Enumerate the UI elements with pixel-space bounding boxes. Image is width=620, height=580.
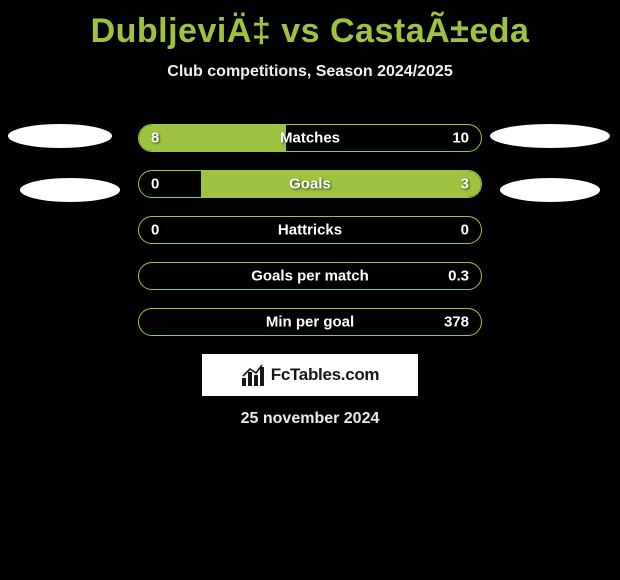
stat-right-value: 0 bbox=[461, 222, 469, 239]
avatar-placeholder bbox=[490, 124, 610, 148]
stat-left-value: 8 bbox=[151, 130, 159, 147]
page-subtitle: Club competitions, Season 2024/2025 bbox=[0, 63, 620, 81]
stat-row: Matches 8 10 bbox=[138, 124, 482, 152]
stat-label: Min per goal bbox=[266, 314, 354, 331]
stat-fill-left bbox=[139, 125, 286, 151]
stat-left-value: 0 bbox=[151, 222, 159, 239]
stat-right-value: 378 bbox=[444, 314, 469, 331]
stat-right-value: 0.3 bbox=[448, 268, 469, 285]
stat-right-value: 10 bbox=[452, 130, 469, 147]
comparison-chart: Matches 8 10 Goals 0 3 Hattricks 0 0 Goals per ma… bbox=[138, 124, 482, 354]
stat-fill-right bbox=[201, 171, 481, 197]
avatar-placeholder bbox=[8, 124, 112, 148]
avatar-placeholder bbox=[500, 178, 600, 202]
stat-label: Matches bbox=[280, 130, 340, 147]
stat-right-value: 3 bbox=[461, 176, 469, 193]
stat-label: Goals bbox=[289, 176, 331, 193]
stat-row: Hattricks 0 0 bbox=[138, 216, 482, 244]
stat-left-value: 0 bbox=[151, 176, 159, 193]
stat-label: Goals per match bbox=[251, 268, 369, 285]
stat-row: Goals per match 0.3 bbox=[138, 262, 482, 290]
bar-chart-icon bbox=[241, 364, 267, 386]
footer-date: 25 november 2024 bbox=[0, 410, 620, 428]
fctables-logo: FcTables.com bbox=[202, 354, 418, 396]
stat-label: Hattricks bbox=[278, 222, 342, 239]
stat-row: Goals 0 3 bbox=[138, 170, 482, 198]
avatar-placeholder bbox=[20, 178, 120, 202]
page-title: DubljeviÄ‡ vs CastaÃ±eda bbox=[0, 0, 620, 51]
logo-text: FcTables.com bbox=[271, 365, 380, 385]
stat-row: Min per goal 378 bbox=[138, 308, 482, 336]
